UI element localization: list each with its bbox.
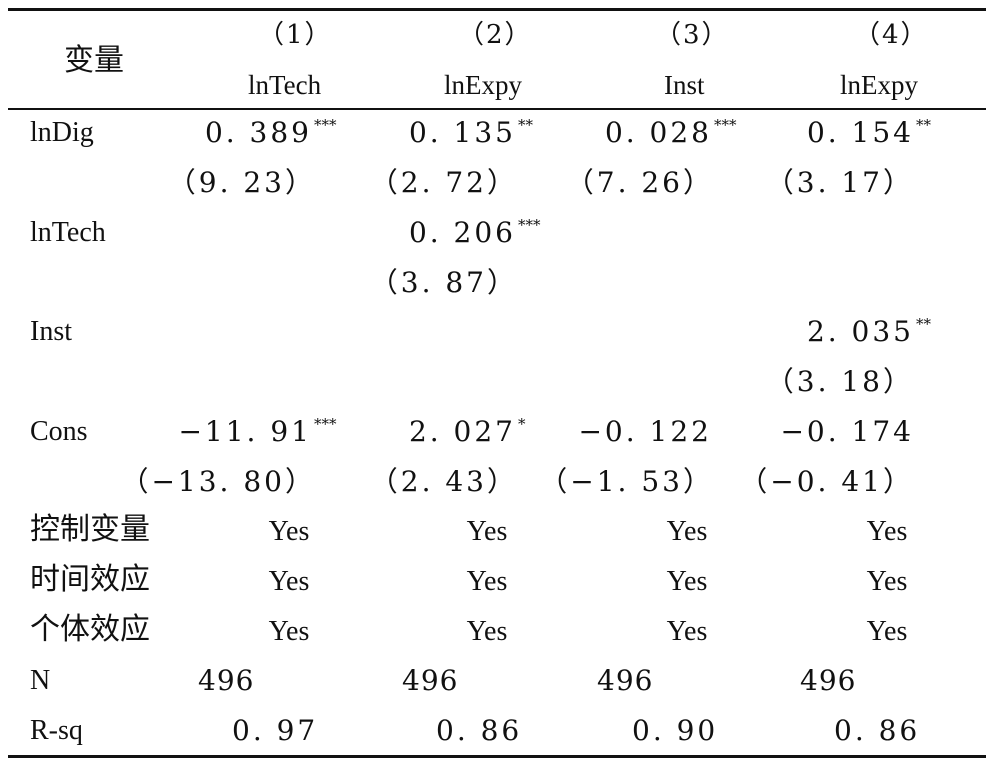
- column-number-2: （2）: [458, 20, 533, 50]
- column-dependent-2: lnExpy: [444, 70, 522, 100]
- n-value: 496: [597, 664, 654, 697]
- significance-stars: ***: [518, 215, 541, 234]
- control-indicator: Yes: [466, 616, 508, 647]
- control-indicator: Yes: [666, 516, 708, 547]
- t-statistic: （3. 17）: [765, 166, 914, 199]
- significance-stars: **: [916, 315, 931, 333]
- column-dependent-1: lnTech: [248, 70, 322, 100]
- control-row-label: 个体效应: [30, 613, 150, 646]
- coefficient-number: 0. 135: [408, 116, 516, 149]
- rsq-value: 0. 97: [232, 714, 319, 747]
- significance-stars: **: [518, 116, 533, 134]
- rsq-value: 0. 86: [834, 714, 921, 747]
- coefficient-value: 0. 135 **: [408, 116, 533, 150]
- n-value: 496: [402, 664, 459, 697]
- row-label: Inst: [30, 316, 72, 347]
- row-label: Cons: [30, 415, 88, 447]
- control-indicator: Yes: [666, 616, 708, 647]
- rsq-row-label: R-sq: [30, 715, 83, 746]
- table-header-rule: [8, 108, 986, 110]
- control-indicator: Yes: [666, 566, 708, 597]
- t-statistic: （2. 72）: [369, 166, 518, 199]
- control-indicator: Yes: [866, 616, 908, 647]
- coefficient-value: 0. 028 ***: [604, 116, 737, 150]
- control-indicator: Yes: [866, 566, 908, 597]
- t-statistic: （7. 26）: [565, 166, 714, 199]
- t-statistic: （−0. 41）: [739, 464, 914, 498]
- coefficient-value: −11. 91 ***: [178, 414, 336, 449]
- rsq-value: 0. 90: [632, 714, 719, 747]
- significance-stars: ***: [714, 116, 737, 134]
- n-row-label: N: [30, 665, 51, 696]
- coefficient-value: −0. 122: [578, 415, 712, 449]
- coefficient-number: 0. 028: [604, 116, 712, 149]
- coefficient-value: 2. 027 *: [408, 414, 526, 449]
- t-statistic: （9. 23）: [167, 166, 316, 199]
- control-indicator: Yes: [466, 566, 508, 597]
- variable-header: 变量: [64, 43, 124, 78]
- coefficient-number: 0. 154: [806, 116, 914, 149]
- column-number-3: （3）: [655, 20, 730, 50]
- column-number-1: （1）: [258, 20, 333, 50]
- significance-stars: **: [916, 116, 931, 134]
- coefficient-number: −0. 122: [578, 414, 712, 448]
- coefficient-value: 2. 035 **: [806, 315, 931, 349]
- n-value: 496: [198, 664, 255, 697]
- control-indicator: Yes: [268, 616, 310, 647]
- rsq-value: 0. 86: [436, 714, 523, 747]
- column-dependent-3: Inst: [664, 70, 705, 100]
- control-row-label: 时间效应: [30, 563, 150, 596]
- coefficient-value: 0. 389 ***: [204, 116, 337, 150]
- t-statistic: （2. 43）: [369, 464, 518, 498]
- t-statistic: （3. 87）: [369, 265, 518, 299]
- coefficient-value: 0. 154 **: [806, 116, 931, 150]
- coefficient-number: 2. 035: [806, 315, 914, 348]
- n-value: 496: [800, 664, 857, 697]
- table-top-rule: [8, 8, 986, 11]
- coefficient-number: 0. 389: [204, 116, 312, 149]
- row-label: lnTech: [30, 216, 106, 248]
- control-indicator: Yes: [268, 516, 310, 547]
- coefficient-number: −11. 91: [178, 414, 312, 448]
- control-indicator: Yes: [268, 566, 310, 597]
- control-row-label: 控制变量: [30, 513, 150, 546]
- control-indicator: Yes: [866, 516, 908, 547]
- significance-stars: ***: [314, 414, 337, 433]
- coefficient-number: 0. 206: [408, 215, 516, 249]
- t-statistic: （−13. 80）: [120, 464, 316, 498]
- column-dependent-4: lnExpy: [840, 70, 918, 100]
- row-label: lnDig: [30, 117, 94, 148]
- significance-stars: *: [518, 414, 526, 433]
- column-number-4: （4）: [854, 20, 929, 50]
- t-statistic: （3. 18）: [765, 365, 914, 398]
- table-bottom-rule: [8, 755, 986, 758]
- coefficient-number: 2. 027: [408, 414, 516, 448]
- coefficient-value: −0. 174: [780, 415, 914, 449]
- t-statistic: （−1. 53）: [539, 464, 714, 498]
- coefficient-value: 0. 206 ***: [408, 215, 541, 250]
- significance-stars: ***: [314, 116, 337, 134]
- control-indicator: Yes: [466, 516, 508, 547]
- coefficient-number: −0. 174: [780, 414, 914, 448]
